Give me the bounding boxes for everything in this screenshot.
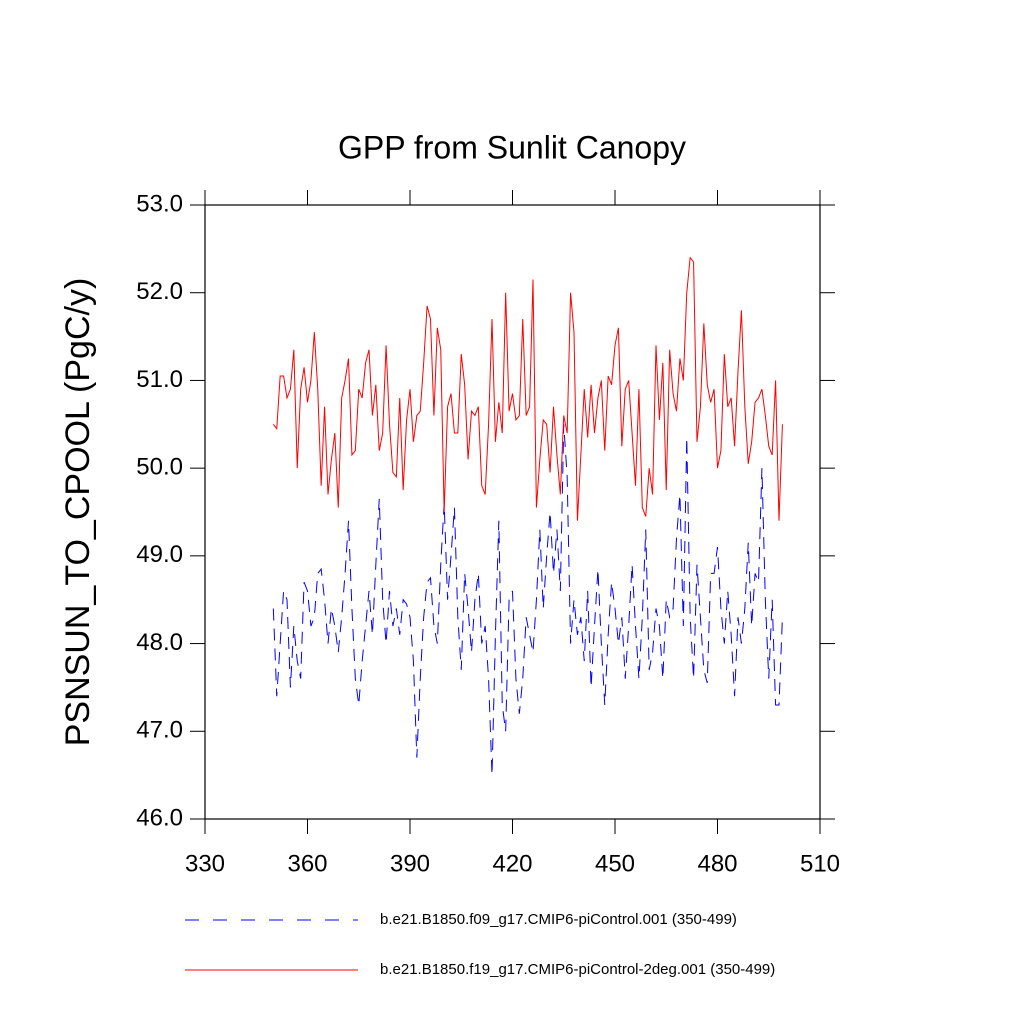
- y-tick-label: 51.0: [136, 366, 183, 393]
- x-tick-label: 450: [595, 850, 635, 877]
- y-tick-label: 47.0: [136, 717, 183, 744]
- x-tick-label: 420: [492, 850, 532, 877]
- y-tick-label: 46.0: [136, 804, 183, 831]
- x-tick-label: 480: [697, 850, 737, 877]
- y-tick-label: 49.0: [136, 541, 183, 568]
- x-tick-label: 330: [185, 850, 225, 877]
- series-line: [272, 256, 783, 521]
- x-tick-label: 510: [800, 850, 840, 877]
- x-tick-label: 360: [287, 850, 327, 877]
- chart-title: GPP from Sunlit Canopy: [338, 129, 686, 165]
- series-line: [272, 424, 783, 776]
- legend-label: b.e21.B1850.f09_g17.CMIP6-piControl.001 …: [380, 911, 737, 928]
- legend-label: b.e21.B1850.f19_g17.CMIP6-piControl-2deg…: [380, 961, 775, 978]
- y-tick-label: 50.0: [136, 453, 183, 480]
- y-tick-label: 52.0: [136, 278, 183, 305]
- y-tick-label: 53.0: [136, 190, 183, 217]
- y-axis-label: PSNSUN_TO_CPOOL (PgC/y): [59, 278, 97, 747]
- y-tick-label: 48.0: [136, 629, 183, 656]
- plot-frame: [204, 204, 821, 820]
- x-tick-label: 390: [390, 850, 430, 877]
